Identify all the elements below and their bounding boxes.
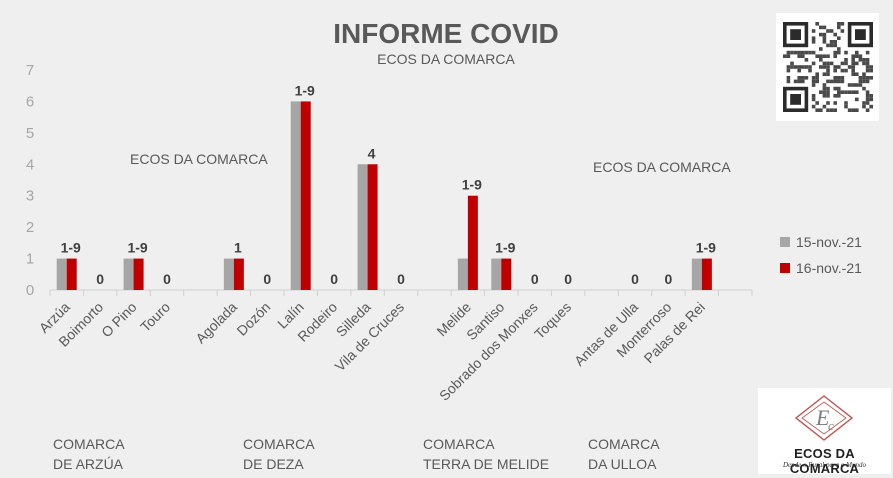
legend-swatch-15-nov xyxy=(780,237,790,247)
data-label: 0 xyxy=(330,271,338,287)
data-label: 0 xyxy=(564,271,572,287)
bar-16-nov xyxy=(66,258,77,290)
bar-15-nov xyxy=(357,164,368,290)
bar-15-nov xyxy=(457,258,468,290)
data-label: 0 xyxy=(163,271,171,287)
y-tick-label: 6 xyxy=(26,93,34,110)
category-label: O Pino xyxy=(98,299,140,341)
y-tick-label: 5 xyxy=(26,125,34,142)
bar-16-nov xyxy=(701,258,712,290)
bar-15-nov xyxy=(223,258,234,290)
data-label: 1-9 xyxy=(295,82,315,98)
bar-15-nov xyxy=(691,258,702,290)
data-label: 0 xyxy=(631,271,639,287)
bar-15-nov xyxy=(56,258,67,290)
data-label: 0 xyxy=(397,271,405,287)
y-tick-label: 1 xyxy=(26,251,34,268)
watermark-text-right: ECOS DA COMARCA xyxy=(593,159,731,175)
data-label: 1-9 xyxy=(61,240,81,256)
bar-15-nov xyxy=(290,101,301,290)
category-label: Dozón xyxy=(233,299,273,339)
bar-series xyxy=(49,101,753,296)
group-label-arzua: COMARCA DE ARZÚA xyxy=(53,434,125,474)
logo-brand-text: ECOS DA COMARCA xyxy=(789,446,860,476)
bar-16-nov xyxy=(300,101,311,290)
chart-title: INFORME COVID xyxy=(333,18,559,49)
group-label-melide: COMARCA TERRA DE MELIDE xyxy=(423,434,549,474)
legend-label-15-nov: 15-nov.-21 xyxy=(796,234,862,250)
data-label: 1 xyxy=(234,240,242,256)
group-label-deza: COMARCA DE DEZA xyxy=(243,434,315,474)
group-label-ulloa-line2: DA ULLOA xyxy=(588,456,657,472)
logo-tagline: Dende o Rural para o Mundo xyxy=(782,461,867,469)
chart-subtitle: ECOS DA COMARCA xyxy=(377,51,515,67)
bar-16-nov xyxy=(367,164,378,290)
y-tick-label: 0 xyxy=(26,282,34,299)
data-label: 0 xyxy=(665,271,673,287)
data-label: 1-9 xyxy=(495,240,515,256)
y-tick-label: 3 xyxy=(26,188,34,205)
category-label: Touro xyxy=(137,299,173,335)
svg-text:c: c xyxy=(828,418,834,433)
legend: 15-nov.-21 16-nov.-21 xyxy=(780,234,862,276)
data-label: 1-9 xyxy=(127,240,147,256)
legend-swatch-16-nov xyxy=(780,263,790,273)
data-label: 0 xyxy=(531,271,539,287)
bar-15-nov xyxy=(491,258,502,290)
qr-code-graphic xyxy=(783,22,873,112)
group-label-melide-line2: TERRA DE MELIDE xyxy=(423,456,550,472)
group-label-arzua-line1: COMARCA xyxy=(53,436,125,452)
category-label: Toques xyxy=(531,299,574,342)
y-axis-ticks: 0 1 2 3 4 5 6 7 xyxy=(26,62,34,299)
bar-16-nov xyxy=(133,258,144,290)
legend-label-16-nov: 16-nov.-21 xyxy=(796,260,862,276)
bar-15-nov xyxy=(123,258,134,290)
logo-mark-icon: E c xyxy=(794,395,854,441)
data-label: 0 xyxy=(263,271,271,287)
group-label-arzua-line2: DE ARZÚA xyxy=(53,456,124,472)
group-label-ulloa-line1: COMARCA xyxy=(588,436,660,452)
y-tick-label: 4 xyxy=(26,156,34,173)
bar-16-nov xyxy=(233,258,244,290)
svg-text:E: E xyxy=(815,405,830,430)
qr-code xyxy=(776,13,879,121)
data-label: 4 xyxy=(368,145,376,161)
data-label: 0 xyxy=(96,271,104,287)
group-label-ulloa: COMARCA DA ULLOA xyxy=(588,434,660,474)
group-label-deza-line2: DE DEZA xyxy=(243,456,304,472)
data-label: 1-9 xyxy=(462,177,482,193)
group-label-melide-line1: COMARCA xyxy=(423,436,495,452)
watermark-text-left: ECOS DA COMARCA xyxy=(130,151,268,167)
group-label-deza-line1: COMARCA xyxy=(243,436,315,452)
y-tick-label: 2 xyxy=(26,219,34,236)
data-label: 1-9 xyxy=(696,240,716,256)
y-tick-label: 7 xyxy=(26,62,34,79)
bar-16-nov xyxy=(501,258,512,290)
data-labels: 1-9 0 1-9 0 1 0 1-9 0 4 0 1-9 1-9 0 0 0 0 1-9 xyxy=(61,82,717,287)
bar-16-nov xyxy=(467,195,478,290)
ecos-logo: E c ECOS DA COMARCA Dende o Rural para o… xyxy=(758,388,891,476)
category-label: Agolada xyxy=(192,299,240,347)
